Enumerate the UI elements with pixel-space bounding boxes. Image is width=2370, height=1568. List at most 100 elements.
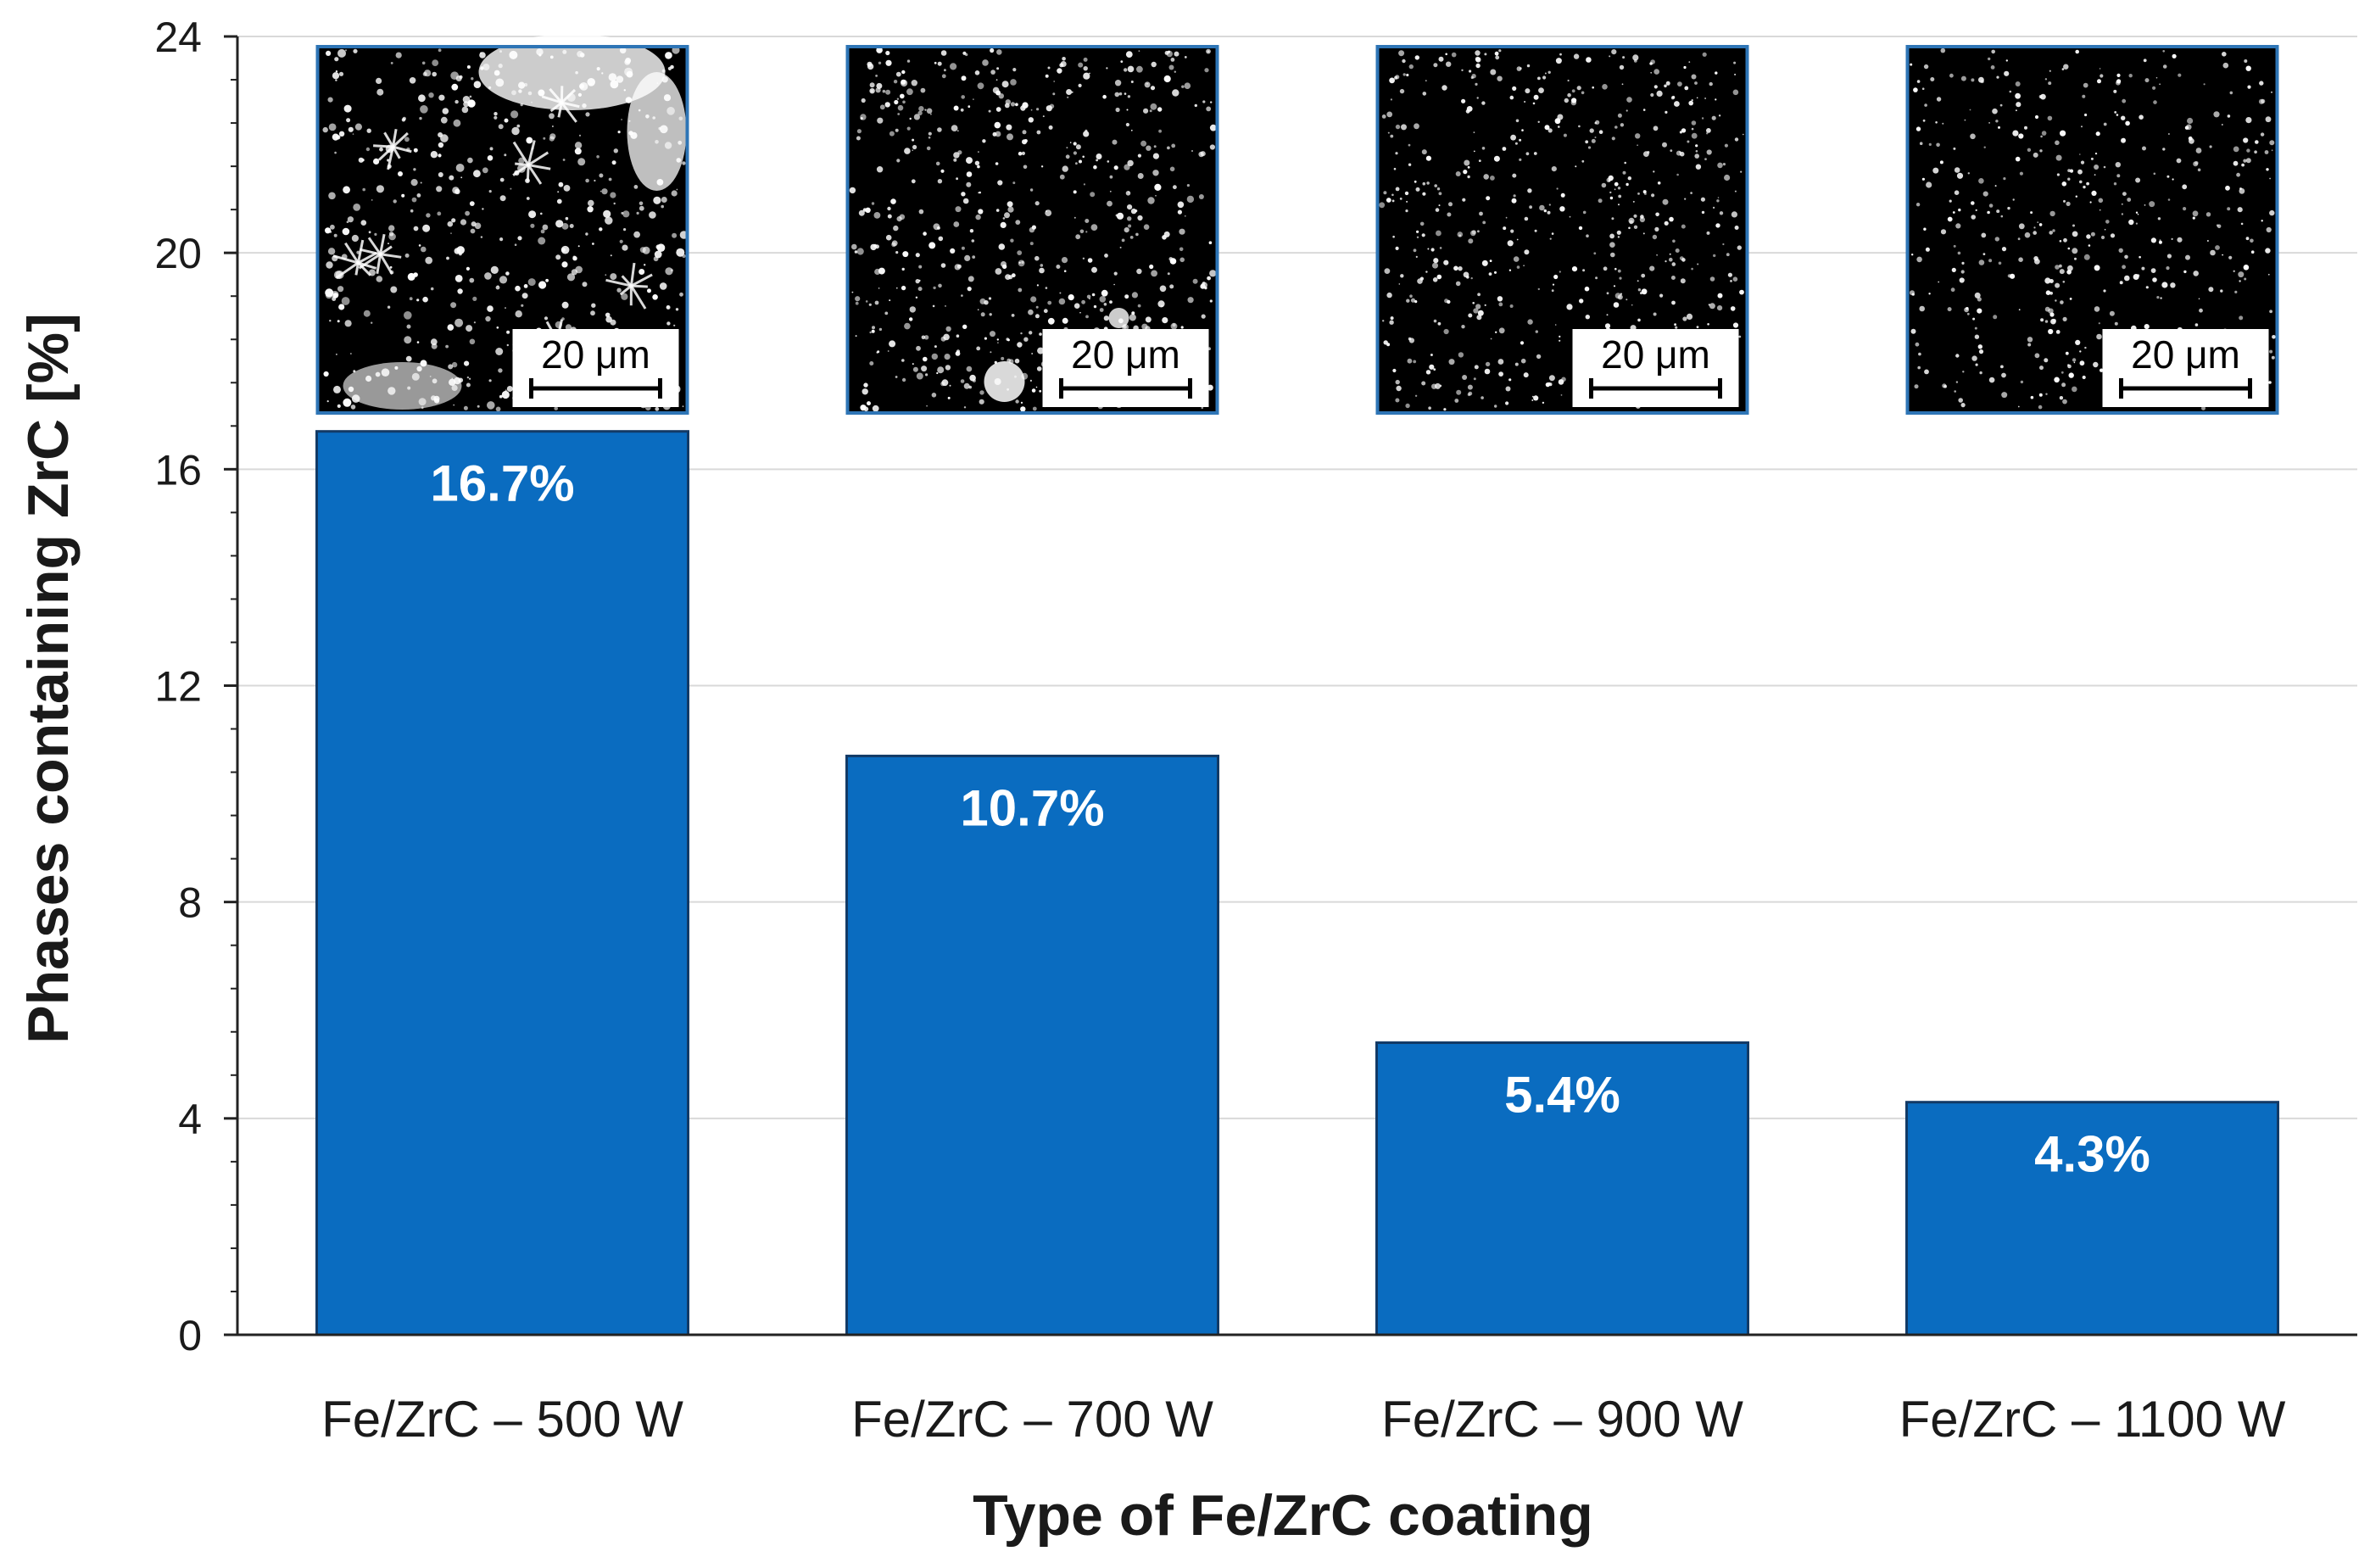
particle bbox=[422, 297, 428, 303]
y-tick-label: 4 bbox=[178, 1096, 202, 1143]
particle bbox=[978, 151, 979, 153]
particle bbox=[452, 362, 457, 367]
particle bbox=[1588, 146, 1591, 148]
particle bbox=[1559, 336, 1560, 338]
particle bbox=[469, 378, 471, 380]
particle bbox=[1912, 293, 1915, 296]
particle bbox=[1438, 322, 1442, 326]
particle bbox=[964, 383, 970, 389]
particle bbox=[1085, 130, 1087, 132]
particle bbox=[953, 221, 959, 227]
particle bbox=[1062, 257, 1068, 263]
particle bbox=[1043, 115, 1045, 117]
particle bbox=[1549, 204, 1551, 205]
particle bbox=[2019, 309, 2021, 310]
particle bbox=[1733, 62, 1736, 64]
particle bbox=[1411, 299, 1415, 303]
particle bbox=[489, 379, 492, 382]
particle bbox=[1918, 353, 1921, 356]
particle bbox=[1477, 97, 1479, 98]
particle bbox=[1552, 166, 1557, 171]
particle bbox=[499, 276, 507, 283]
particle bbox=[934, 345, 937, 348]
particle bbox=[1036, 387, 1038, 388]
particle bbox=[1012, 273, 1016, 277]
particle bbox=[1553, 284, 1554, 286]
particle bbox=[962, 247, 965, 250]
particle bbox=[499, 237, 503, 241]
particle bbox=[470, 339, 476, 345]
particle bbox=[857, 248, 864, 254]
particle bbox=[1724, 175, 1730, 181]
particle bbox=[328, 193, 336, 200]
particle bbox=[2024, 126, 2027, 130]
particle bbox=[497, 326, 499, 329]
particle bbox=[2193, 271, 2199, 276]
particle bbox=[1949, 74, 1954, 78]
particle bbox=[1728, 273, 1732, 277]
particle bbox=[2091, 158, 2094, 160]
particle bbox=[460, 219, 466, 225]
particle bbox=[1614, 285, 1615, 287]
particle bbox=[1210, 299, 1213, 302]
particle bbox=[1168, 272, 1170, 275]
particle bbox=[1976, 364, 1978, 366]
particle bbox=[990, 48, 994, 53]
particle bbox=[603, 210, 611, 218]
particle bbox=[1533, 103, 1536, 105]
particle bbox=[1735, 226, 1739, 230]
particle bbox=[857, 129, 862, 133]
particle bbox=[500, 195, 506, 201]
particle bbox=[410, 297, 413, 300]
particle bbox=[1579, 226, 1582, 230]
particle bbox=[1550, 238, 1552, 240]
particle bbox=[1408, 144, 1411, 147]
particle bbox=[1626, 97, 1632, 103]
particle bbox=[1475, 57, 1481, 62]
particle bbox=[1010, 79, 1017, 86]
particle bbox=[926, 405, 928, 407]
particle bbox=[1409, 64, 1414, 69]
particle bbox=[1413, 360, 1416, 364]
particle bbox=[2116, 162, 2121, 167]
particle bbox=[2097, 79, 2101, 83]
particle bbox=[2241, 223, 2244, 226]
particle bbox=[1439, 204, 1441, 206]
particle bbox=[1431, 248, 1435, 251]
particle bbox=[2055, 265, 2060, 270]
particle bbox=[329, 231, 332, 233]
particle bbox=[1536, 354, 1541, 359]
particle bbox=[1389, 321, 1393, 325]
particle bbox=[654, 256, 659, 261]
particle bbox=[2091, 232, 2095, 237]
particle bbox=[326, 261, 332, 268]
particle bbox=[324, 371, 329, 377]
particle bbox=[2269, 210, 2274, 215]
particle bbox=[1524, 249, 1529, 254]
particle bbox=[1566, 304, 1572, 310]
particle bbox=[2135, 178, 2140, 183]
particle bbox=[1449, 359, 1455, 365]
particle bbox=[1718, 197, 1720, 198]
particle bbox=[1738, 336, 1741, 338]
particle bbox=[1972, 318, 1975, 321]
particle bbox=[1958, 398, 1963, 403]
particle bbox=[912, 80, 917, 86]
particle bbox=[1635, 133, 1640, 138]
particle bbox=[1440, 247, 1442, 249]
particle bbox=[1420, 277, 1424, 281]
particle bbox=[1179, 229, 1185, 235]
particle bbox=[2049, 70, 2051, 72]
particle bbox=[997, 180, 1002, 185]
particle bbox=[2183, 207, 2186, 210]
particle bbox=[1012, 181, 1015, 184]
particle bbox=[1515, 363, 1519, 366]
particle bbox=[1475, 83, 1477, 86]
particle bbox=[1743, 134, 1744, 136]
particle bbox=[932, 354, 938, 360]
particle bbox=[1164, 232, 1170, 237]
particle bbox=[2172, 54, 2177, 59]
particle bbox=[957, 265, 962, 269]
particle bbox=[1512, 174, 1516, 178]
particle bbox=[1463, 170, 1467, 174]
